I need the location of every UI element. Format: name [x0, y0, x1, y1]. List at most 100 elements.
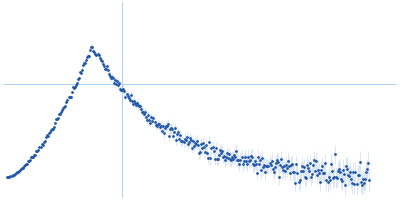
Point	[256, 162, 262, 165]
Point	[332, 153, 338, 156]
Point	[10, 173, 17, 176]
Point	[166, 134, 172, 137]
Point	[218, 151, 224, 154]
Point	[165, 123, 171, 126]
Point	[46, 131, 52, 134]
Point	[199, 147, 205, 150]
Point	[121, 90, 128, 93]
Point	[169, 128, 175, 131]
Point	[139, 110, 145, 114]
Point	[36, 145, 43, 148]
Point	[239, 162, 246, 165]
Point	[8, 174, 15, 178]
Point	[319, 165, 326, 168]
Point	[244, 162, 250, 165]
Point	[276, 175, 282, 178]
Point	[9, 174, 16, 177]
Point	[366, 179, 372, 182]
Point	[231, 154, 238, 157]
Point	[316, 171, 322, 174]
Point	[290, 171, 296, 174]
Point	[75, 78, 81, 81]
Point	[168, 126, 174, 129]
Point	[44, 134, 51, 137]
Point	[341, 172, 347, 176]
Point	[171, 131, 177, 134]
Point	[58, 110, 64, 114]
Point	[233, 149, 240, 152]
Point	[84, 55, 90, 58]
Point	[82, 62, 88, 65]
Point	[100, 63, 106, 66]
Point	[140, 111, 146, 114]
Point	[120, 87, 127, 90]
Point	[27, 158, 33, 161]
Point	[295, 180, 302, 184]
Point	[88, 45, 94, 48]
Point	[119, 88, 126, 91]
Point	[144, 118, 150, 122]
Point	[42, 136, 49, 139]
Point	[287, 171, 294, 174]
Point	[188, 146, 195, 149]
Point	[125, 97, 132, 100]
Point	[63, 100, 70, 103]
Point	[72, 85, 78, 88]
Point	[18, 168, 24, 171]
Point	[24, 162, 30, 165]
Point	[250, 163, 256, 166]
Point	[32, 153, 38, 156]
Point	[191, 144, 197, 147]
Point	[279, 166, 285, 169]
Point	[161, 131, 167, 134]
Point	[285, 159, 291, 162]
Point	[253, 162, 259, 165]
Point	[20, 166, 26, 169]
Point	[192, 141, 198, 144]
Point	[216, 149, 223, 152]
Point	[330, 175, 337, 178]
Point	[336, 167, 342, 171]
Point	[7, 175, 14, 178]
Point	[345, 174, 352, 177]
Point	[33, 149, 40, 153]
Point	[246, 159, 252, 163]
Point	[339, 180, 345, 183]
Point	[105, 68, 111, 72]
Point	[343, 164, 349, 167]
Point	[270, 170, 277, 173]
Point	[251, 164, 257, 167]
Point	[302, 177, 309, 180]
Point	[174, 132, 180, 135]
Point	[283, 163, 289, 166]
Point	[198, 143, 204, 146]
Point	[356, 160, 363, 164]
Point	[104, 64, 110, 67]
Point	[95, 53, 102, 57]
Point	[68, 90, 75, 94]
Point	[173, 138, 180, 142]
Point	[92, 52, 99, 56]
Point	[221, 154, 227, 157]
Point	[225, 156, 231, 159]
Point	[293, 163, 300, 166]
Point	[12, 171, 19, 175]
Point	[38, 143, 45, 146]
Point	[363, 170, 369, 173]
Point	[94, 52, 101, 55]
Point	[323, 179, 330, 182]
Point	[292, 181, 299, 184]
Point	[318, 169, 324, 172]
Point	[274, 158, 280, 162]
Point	[328, 169, 335, 172]
Point	[300, 166, 307, 169]
Point	[288, 164, 294, 167]
Point	[179, 140, 186, 143]
Point	[178, 140, 185, 143]
Point	[249, 155, 255, 158]
Point	[116, 81, 122, 84]
Point	[351, 183, 358, 186]
Point	[72, 83, 79, 87]
Point	[138, 107, 144, 110]
Point	[51, 125, 57, 129]
